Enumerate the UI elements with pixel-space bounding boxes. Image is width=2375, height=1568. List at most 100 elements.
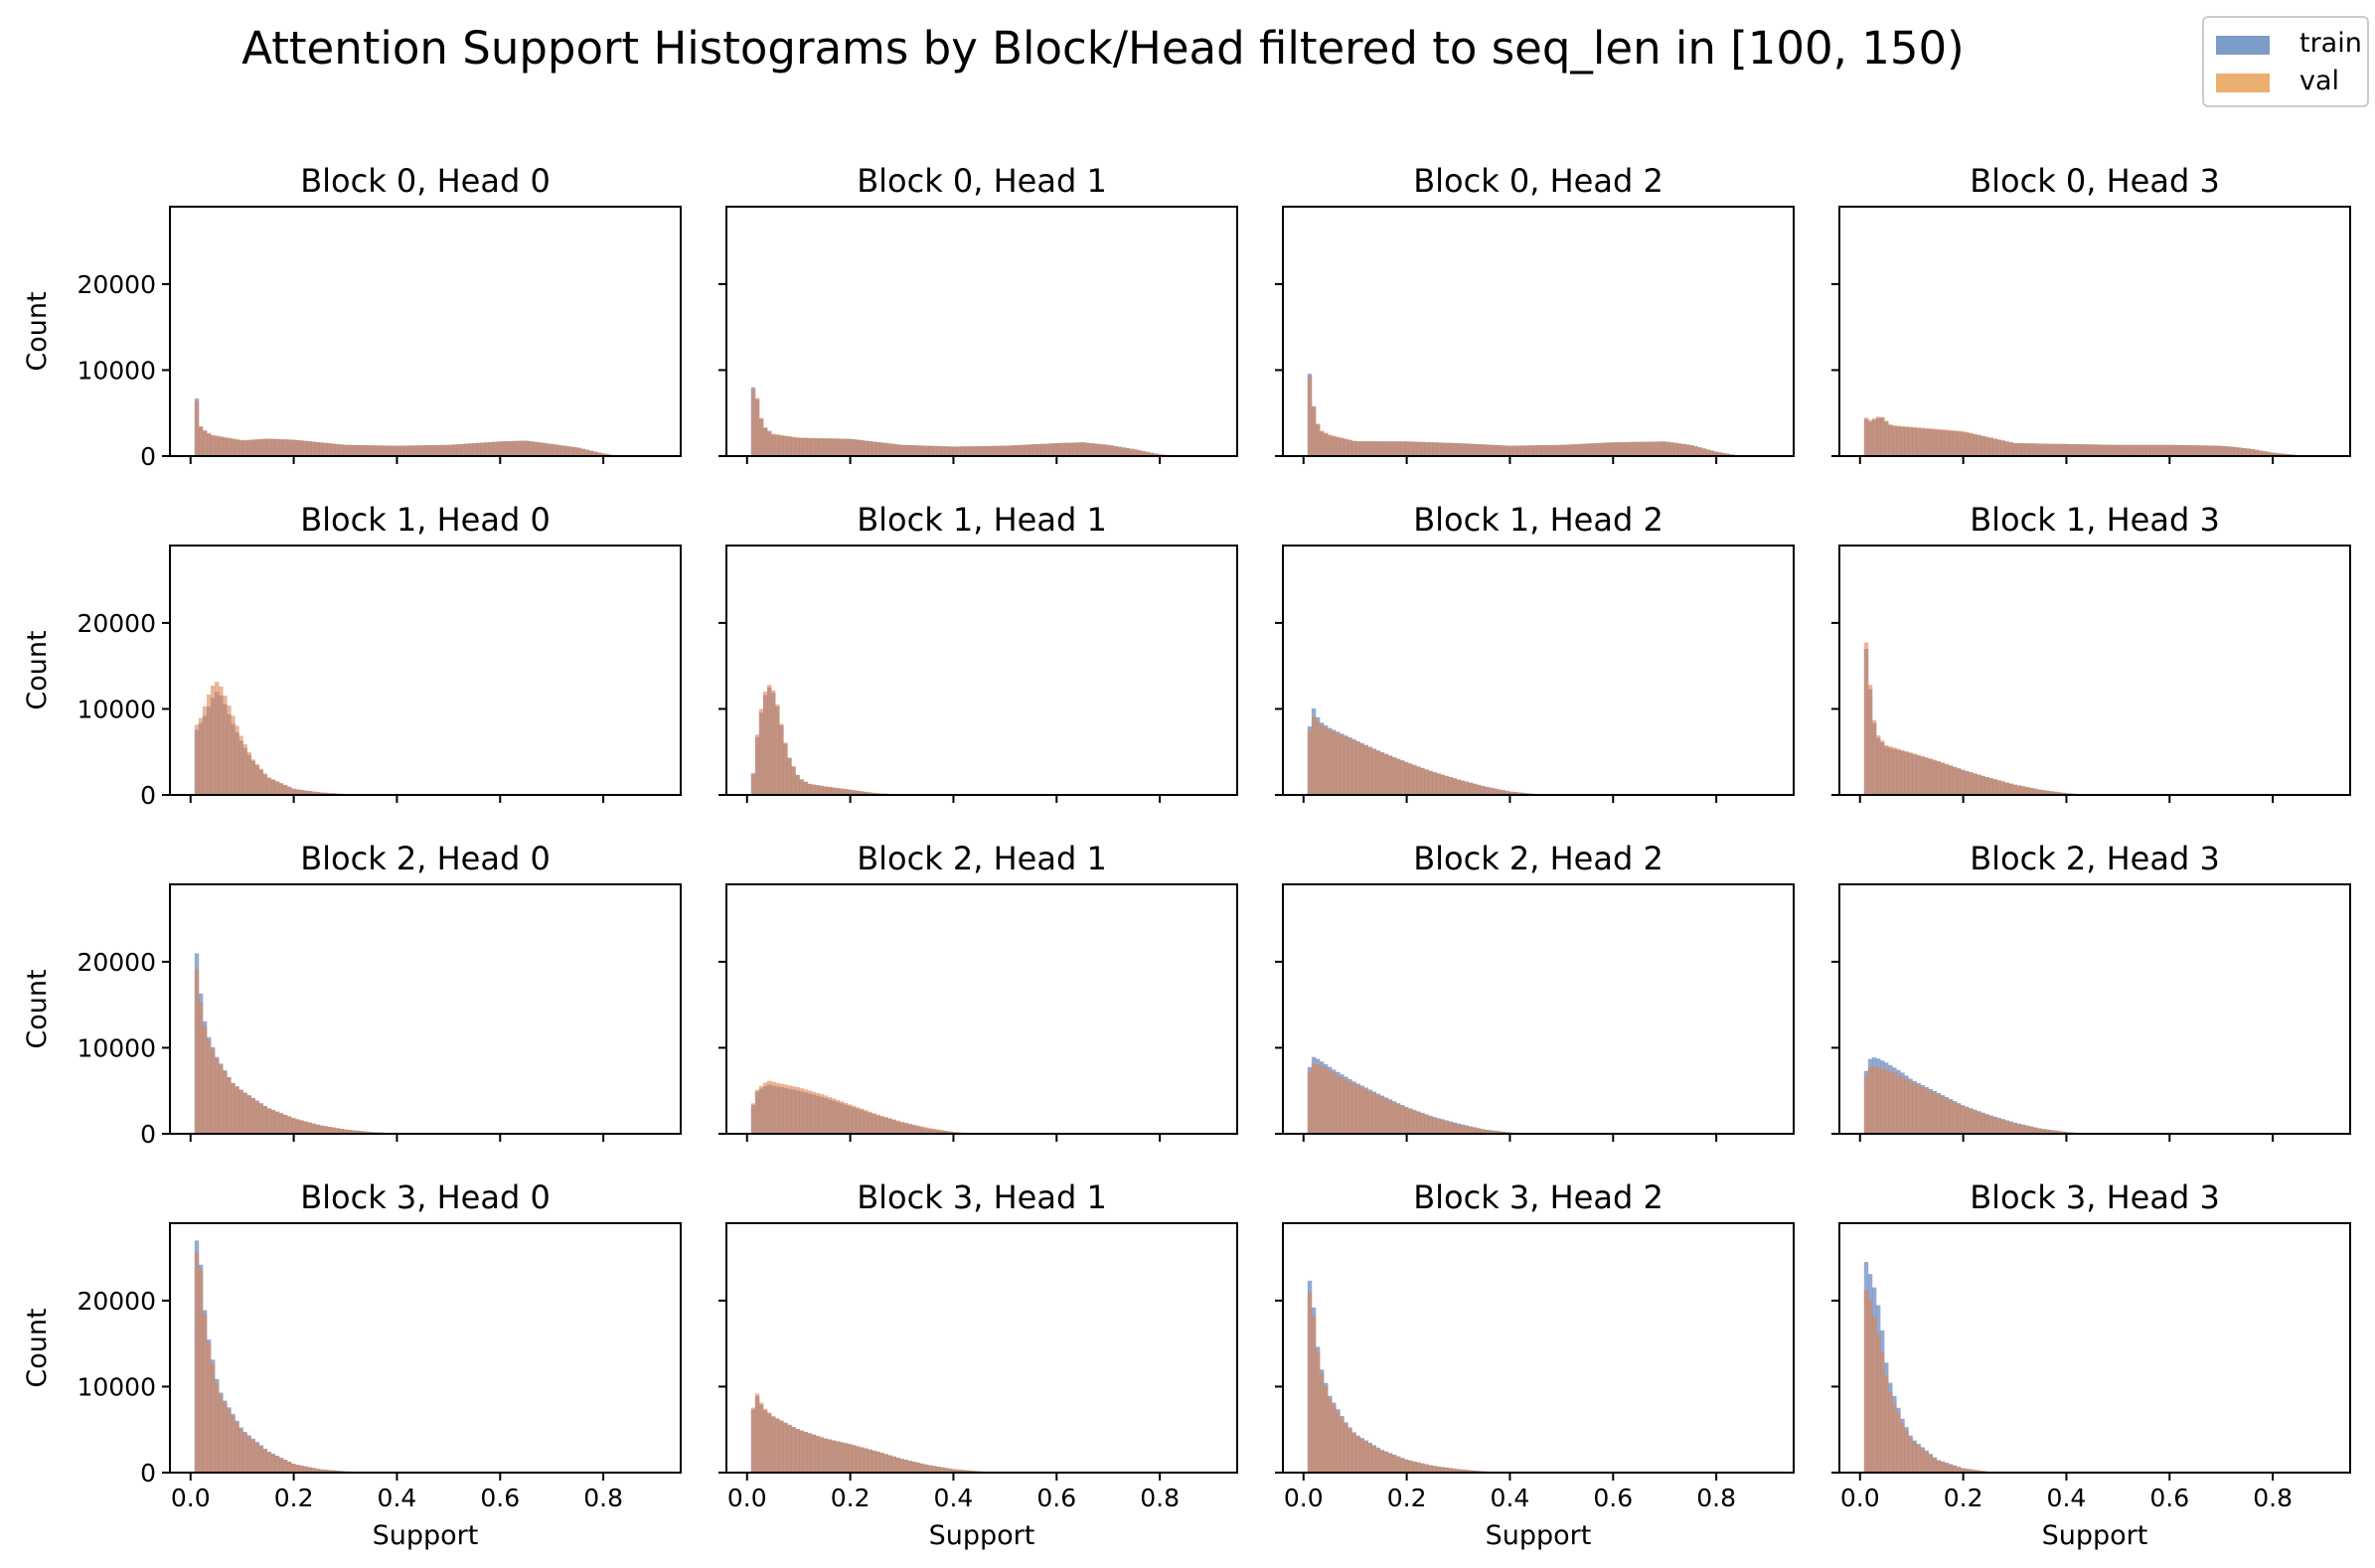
panel-12: Block 2, Head 3	[1831, 840, 2351, 1142]
legend-swatch-val	[2216, 74, 2270, 92]
val-bar	[1117, 446, 1122, 456]
val-bar	[1932, 428, 1938, 456]
val-bar	[1129, 448, 1134, 456]
val-bar	[1460, 443, 1466, 456]
val-bar	[1980, 435, 1985, 456]
val-bar	[1460, 780, 1466, 795]
val-bar	[919, 445, 925, 456]
val-bar	[262, 773, 268, 795]
val-bar	[940, 1130, 945, 1134]
val-bar	[215, 682, 220, 795]
val-bar	[1512, 445, 1517, 456]
val-bar	[758, 1402, 764, 1473]
val-bar	[799, 1088, 804, 1134]
val-bar	[932, 1129, 937, 1134]
val-bar	[1944, 763, 1950, 795]
val-bars	[1863, 416, 2315, 456]
val-bar	[1863, 642, 1869, 795]
val-bar	[1940, 1462, 1946, 1473]
val-bar	[286, 1116, 292, 1134]
val-bar	[319, 442, 324, 456]
val-bar	[1880, 1351, 1885, 1473]
val-bar	[1412, 1110, 1417, 1134]
val-bar	[911, 1462, 917, 1473]
val-bar	[1319, 1373, 1325, 1473]
val-bar	[1928, 758, 1934, 795]
val-bar	[1904, 750, 1909, 795]
val-bar	[758, 708, 764, 795]
val-bar	[2138, 444, 2142, 456]
val-bar	[2049, 791, 2054, 795]
val-bar	[1021, 444, 1026, 456]
val-bar	[1315, 1064, 1321, 1134]
val-bar	[891, 1456, 896, 1473]
val-bar	[1125, 447, 1130, 456]
val-bar	[331, 1127, 336, 1134]
panel-title: Block 2, Head 3	[1970, 840, 2220, 877]
val-bar	[227, 1409, 232, 1473]
val-bar	[1524, 445, 1529, 456]
val-bar	[1965, 1469, 1970, 1473]
val-bar	[1892, 1072, 1897, 1134]
val-bar	[347, 444, 353, 456]
val-bar	[1432, 1118, 1437, 1134]
val-bar	[1504, 445, 1509, 456]
val-bar	[2101, 444, 2107, 456]
val-bar	[1928, 1090, 1934, 1134]
val-bar	[2061, 1131, 2066, 1134]
val-bar	[367, 445, 373, 456]
val-bar	[1460, 1125, 1466, 1134]
val-bar	[1311, 1063, 1317, 1134]
val-bar	[1952, 1466, 1958, 1473]
val-bar	[1493, 788, 1498, 795]
val-bar	[1395, 1456, 1401, 1473]
val-bar	[1359, 440, 1364, 456]
val-bar	[1315, 1351, 1321, 1473]
val-bar	[1040, 443, 1045, 456]
plot-frame	[1838, 1222, 2351, 1474]
val-bar	[1383, 753, 1389, 795]
val-bar	[1319, 724, 1325, 795]
val-bar	[895, 1457, 901, 1473]
val-bar	[843, 1102, 849, 1134]
val-bar	[831, 1440, 837, 1473]
val-bar	[198, 1269, 204, 1473]
val-bar	[1375, 441, 1381, 456]
val-bar	[564, 445, 569, 456]
val-bar	[1969, 772, 1974, 795]
val-bar	[1056, 442, 1061, 456]
val-bar	[1436, 442, 1441, 456]
val-bar	[1560, 444, 1566, 456]
val-bar	[1436, 773, 1441, 795]
val-bar	[1896, 1074, 1901, 1134]
val-bar	[911, 445, 917, 456]
val-bar	[1493, 1130, 1498, 1134]
val-bar	[864, 1448, 869, 1473]
val-bar	[1908, 1081, 1913, 1134]
val-bar	[871, 1450, 876, 1473]
val-bar	[944, 1468, 949, 1473]
val-bar	[254, 763, 259, 795]
val-bar	[282, 1114, 288, 1134]
val-bar	[1589, 443, 1594, 456]
plot-frame	[725, 545, 1238, 796]
val-bar	[1984, 436, 1989, 456]
val-bar	[1464, 443, 1470, 456]
val-bar	[1629, 441, 1635, 456]
val-bar	[250, 1097, 255, 1134]
val-bar	[1875, 735, 1881, 795]
val-bars	[750, 685, 929, 795]
val-bar	[1428, 442, 1433, 456]
val-bar	[860, 791, 865, 795]
val-bar	[787, 757, 792, 795]
val-bar	[299, 1120, 304, 1134]
val-bar	[940, 1467, 945, 1473]
val-bar	[1464, 1470, 1470, 1473]
panel-title: Block 3, Head 0	[300, 1178, 551, 1216]
val-bar	[1681, 443, 1686, 456]
val-bar	[1008, 445, 1014, 456]
val-bar	[1391, 1102, 1397, 1134]
val-bar	[907, 445, 913, 456]
val-bar	[1504, 790, 1509, 795]
val-bar	[875, 441, 880, 456]
